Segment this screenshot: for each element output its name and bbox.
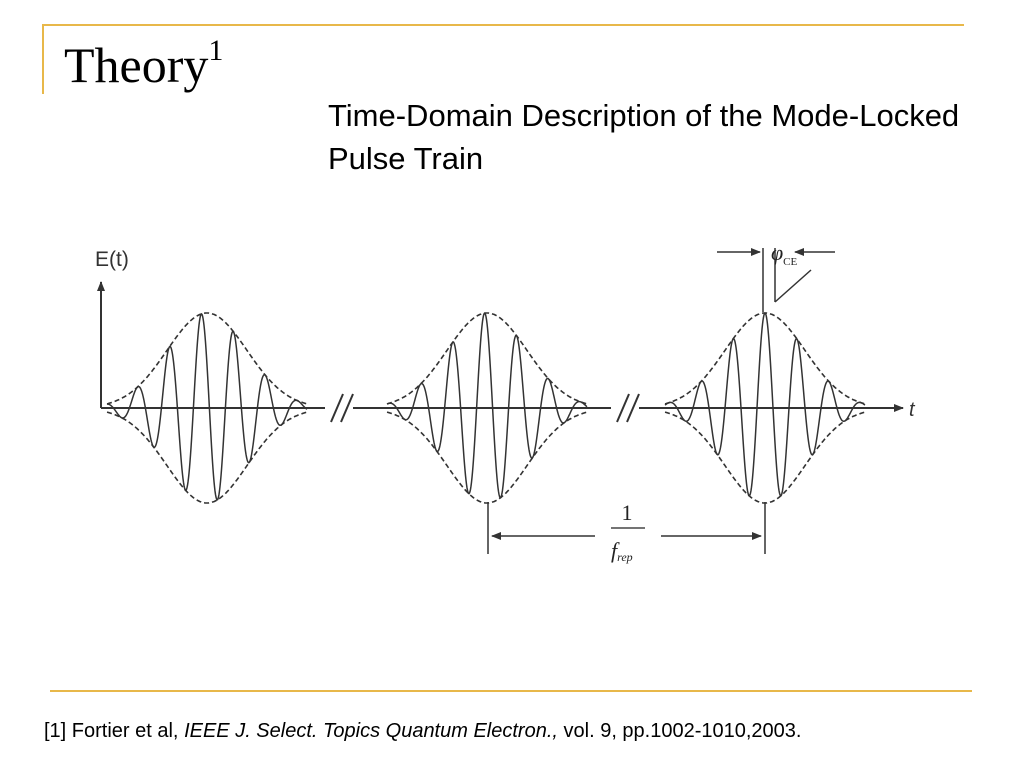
pulse-envelope-upper [386, 312, 588, 405]
left-rule [42, 24, 44, 94]
pulse-train-diagram: E(t) t φCE 1 frep [95, 240, 916, 564]
pulse-carrier-wave [106, 312, 308, 501]
pulse-envelope-lower [664, 411, 866, 504]
reference-journal: IEEE J. Select. Topics Quantum Electron.… [184, 720, 558, 742]
pulse-1 [106, 312, 308, 504]
reference-suffix: vol. 9, pp.1002-1010,2003. [557, 720, 802, 742]
reference-prefix: [1] Fortier et al, [44, 720, 185, 742]
top-rule [42, 24, 964, 26]
repetition-period-marker: 1 frep [487, 500, 766, 564]
reference-citation: [1] Fortier et al, IEEE J. Select. Topic… [44, 720, 1019, 743]
slide-title-text: Theory [64, 37, 209, 93]
phase-label: φCE [771, 240, 798, 268]
pulse-carrier-wave [664, 311, 866, 497]
title-superscript: 1 [208, 34, 224, 67]
pulse-envelope-lower [386, 411, 588, 504]
axis-break-right [611, 393, 640, 423]
phase-offset-marker: φCE [717, 240, 835, 312]
bottom-rule [50, 690, 972, 692]
pulse-envelope-upper [664, 312, 866, 405]
period-numerator: 1 [622, 500, 633, 525]
axis-break-left [325, 393, 354, 423]
period-denominator: frep [611, 538, 633, 564]
slide-subtitle: Time-Domain Description of the Mode-Lock… [328, 98, 960, 176]
pulse-envelope-upper [106, 312, 308, 405]
slide-title: Theory1 [64, 36, 223, 93]
y-axis-label: E(t) [95, 248, 129, 271]
x-axis-label: t [909, 399, 916, 421]
pulse-carrier-wave [386, 312, 588, 499]
pulse-envelope-lower [106, 411, 308, 504]
pulse-2 [386, 312, 588, 504]
